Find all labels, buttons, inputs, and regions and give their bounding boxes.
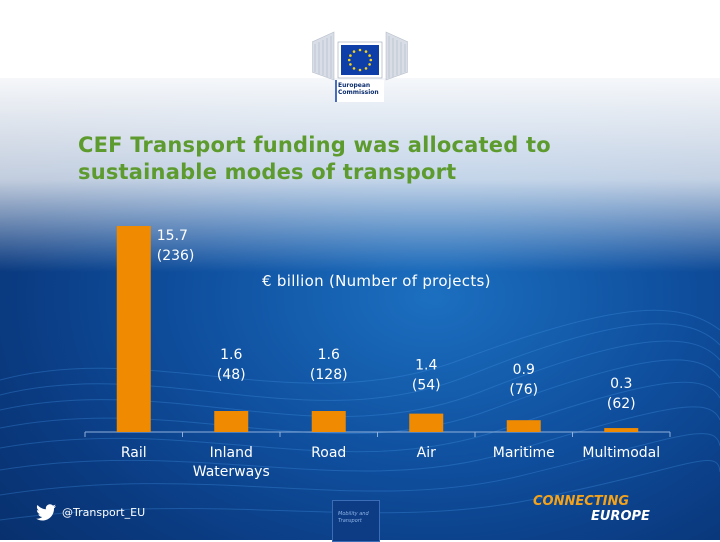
value-label: 1.6 (220, 347, 242, 363)
connecting-europe-logo: CONNECTING EUROPE (533, 494, 650, 524)
bar-air (409, 413, 444, 432)
unit-note: € billion (Number of projects) (262, 272, 491, 290)
brand-line-2: EUROPE (591, 509, 650, 524)
bar-rail (116, 226, 151, 432)
x-tick-label: Inland (210, 445, 253, 461)
x-tick-label: Road (311, 445, 346, 461)
projects-label: (76) (509, 382, 538, 398)
twitter-badge[interactable]: @Transport_EU (36, 504, 145, 521)
projects-label: (236) (157, 248, 195, 264)
projects-label: (62) (607, 396, 636, 412)
dg-label-line-1: Mobility and (338, 511, 369, 517)
logo-wordmark: European Commission (338, 82, 379, 96)
x-tick-label: Waterways (193, 464, 270, 480)
logo-line-2: Commission (338, 89, 379, 96)
bar-maritime (506, 420, 541, 432)
x-tick-label: Multimodal (582, 445, 660, 461)
bar-multimodal (604, 428, 639, 432)
european-commission-logo (312, 31, 408, 102)
projects-label: (48) (217, 367, 246, 383)
x-tick-label: Maritime (493, 445, 555, 461)
bar-road (311, 411, 346, 432)
value-label: 0.9 (513, 362, 535, 378)
twitter-bird-icon (36, 504, 56, 521)
value-label: 0.3 (610, 376, 632, 392)
x-tick-label: Rail (121, 445, 147, 461)
x-tick-label: Air (417, 445, 436, 461)
twitter-handle: @Transport_EU (62, 506, 146, 519)
projects-label: (128) (310, 367, 348, 383)
value-label: 1.6 (318, 347, 340, 363)
dg-label-line-2: Transport (338, 518, 362, 524)
value-label: 1.4 (415, 358, 437, 374)
value-label: 15.7 (157, 228, 188, 244)
bar-inland-waterways (214, 411, 249, 432)
dg-mobility-label: Mobility and Transport (332, 500, 380, 542)
logo-line-1: European (338, 82, 371, 89)
brand-line-1: CONNECTING (533, 494, 630, 509)
slide-title: CEF Transport funding was allocated to s… (78, 133, 551, 184)
projects-label: (54) (412, 378, 441, 394)
